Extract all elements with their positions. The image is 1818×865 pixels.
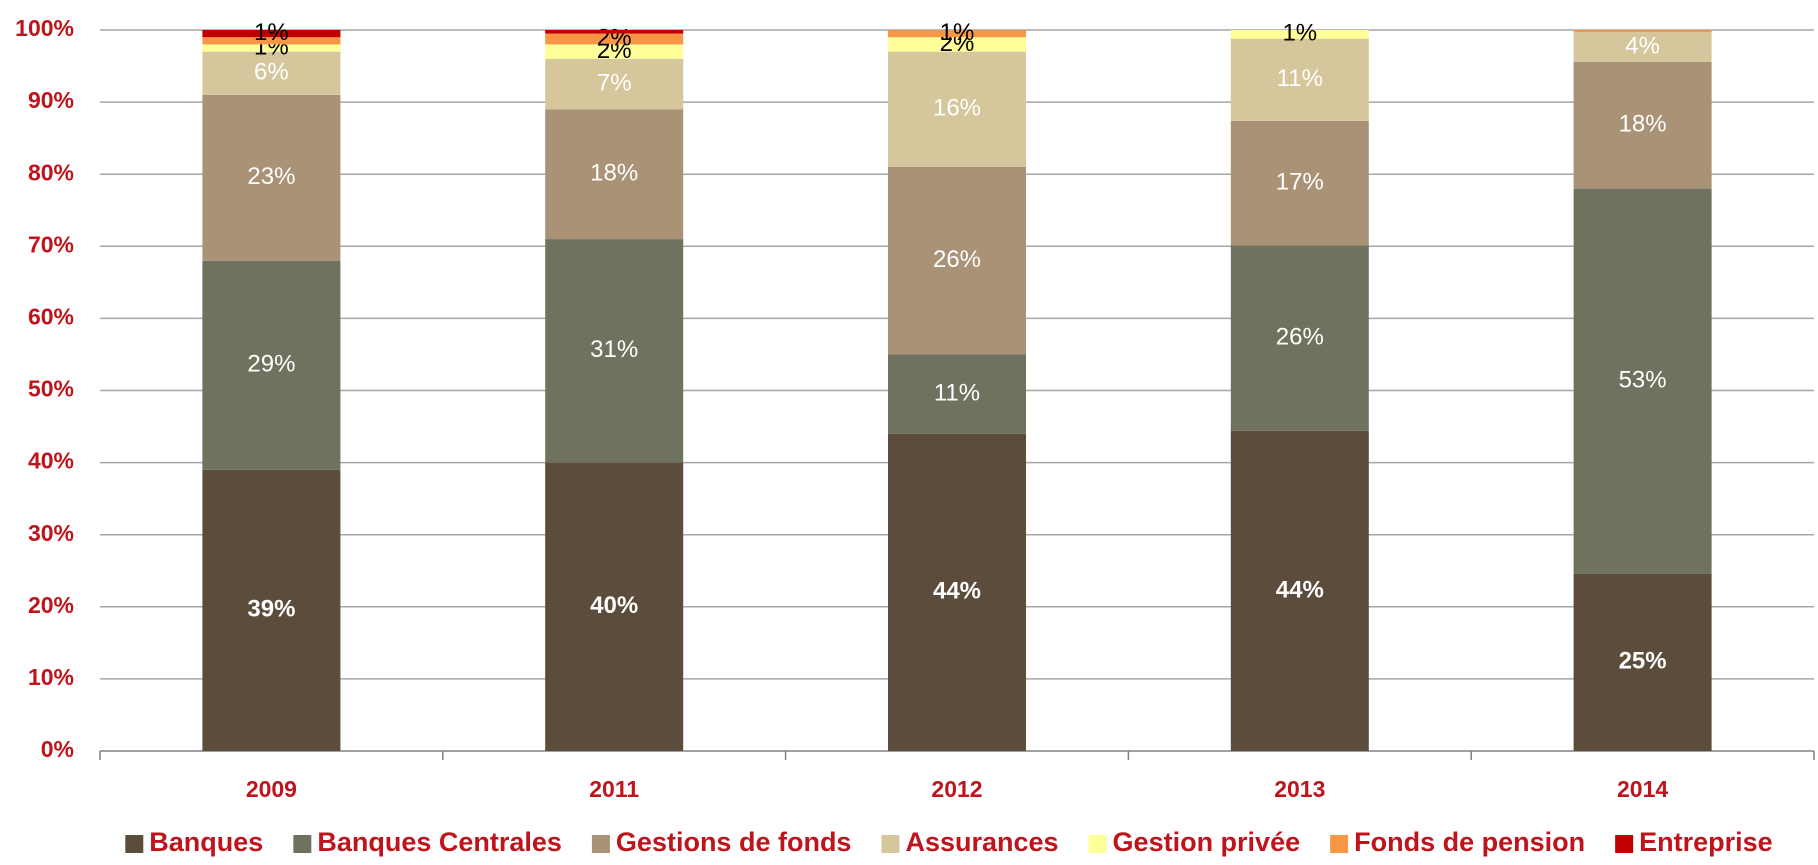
- bar-segment: [1573, 573, 1712, 751]
- bar-segment: [888, 51, 1026, 167]
- y-tick-label: 40%: [28, 448, 74, 474]
- data-label: 53%: [1619, 366, 1667, 393]
- legend-label: Banques Centrales: [317, 827, 562, 857]
- y-tick-label: 60%: [28, 303, 74, 329]
- bar-segment: [1573, 188, 1712, 574]
- x-tick-label: 2014: [1617, 776, 1668, 802]
- bar-segment: [545, 44, 684, 59]
- data-label: 7%: [597, 69, 632, 96]
- y-tick-label: 90%: [28, 87, 74, 113]
- legend-swatch: [125, 835, 144, 853]
- x-tick-label: 2009: [246, 776, 297, 802]
- legend-swatch: [1615, 835, 1634, 853]
- bar-segment: [545, 239, 684, 463]
- legend-swatch: [591, 835, 610, 853]
- data-label: 25%: [1619, 648, 1667, 675]
- bar-segment: [545, 462, 684, 751]
- bar-segment: [888, 37, 1026, 52]
- bar-segment: [202, 44, 341, 52]
- bar-segment: [202, 469, 341, 751]
- x-tick-label: 2013: [1274, 776, 1325, 802]
- bar-segment: [545, 58, 684, 110]
- bar-segment: [1573, 32, 1712, 62]
- bar-segment: [202, 51, 341, 95]
- y-tick-label: 80%: [28, 159, 74, 185]
- bar-segment: [202, 37, 341, 45]
- bar-segment: [888, 433, 1026, 751]
- data-label: 18%: [590, 160, 638, 187]
- legend-label: Gestions de fonds: [616, 827, 852, 857]
- y-tick-label: 0%: [41, 736, 74, 762]
- legend-label: Gestion privée: [1113, 827, 1301, 857]
- bar-segment: [1230, 30, 1369, 39]
- bar-segment: [888, 30, 1026, 38]
- legend-label: Fonds de pension: [1354, 827, 1585, 857]
- bar-segment: [1573, 30, 1712, 33]
- bar-segment: [202, 30, 341, 38]
- data-label: 40%: [590, 592, 638, 619]
- y-tick-label: 20%: [28, 592, 74, 618]
- bar-segment: [545, 109, 684, 240]
- bar-segment: [545, 30, 684, 34]
- y-tick-label: 70%: [28, 231, 74, 257]
- data-label: 11%: [934, 379, 980, 406]
- data-label: 18%: [1619, 111, 1667, 138]
- bar-segment: [202, 260, 341, 470]
- data-label: 44%: [1276, 576, 1324, 603]
- data-label: 6%: [254, 59, 289, 86]
- data-label: 11%: [1277, 65, 1323, 92]
- data-label: 17%: [1276, 169, 1324, 196]
- data-label: 1%: [940, 19, 975, 46]
- bar-segment: [1230, 38, 1369, 121]
- legend-swatch: [293, 835, 312, 853]
- legend-swatch: [1088, 835, 1107, 853]
- bar-segment: [1573, 61, 1712, 189]
- y-tick-label: 10%: [28, 664, 74, 690]
- bar-segment: [545, 33, 684, 45]
- data-label: 29%: [247, 351, 295, 378]
- bar-segment: [1230, 430, 1369, 751]
- legend-swatch: [881, 835, 900, 853]
- data-label: 16%: [933, 95, 981, 122]
- data-label: 39%: [247, 596, 295, 623]
- legend-label: Banques: [149, 827, 263, 857]
- legend-swatch: [1330, 835, 1349, 853]
- data-label: 26%: [1276, 324, 1324, 351]
- data-label: 26%: [933, 246, 981, 273]
- data-label: 44%: [933, 578, 981, 605]
- legend-label: Assurances: [905, 827, 1058, 857]
- data-label: 31%: [590, 336, 638, 363]
- data-label: 4%: [1625, 32, 1660, 59]
- y-tick-label: 50%: [28, 376, 74, 402]
- data-label: 1%: [254, 19, 289, 46]
- y-tick-label: 100%: [15, 15, 74, 41]
- bar-segment: [202, 94, 341, 261]
- x-tick-label: 2011: [589, 776, 639, 802]
- bar-segment: [1230, 120, 1369, 246]
- x-tick-label: 2012: [931, 776, 982, 802]
- bar-segment: [888, 354, 1026, 434]
- data-label: 23%: [247, 163, 295, 190]
- bar-segment: [888, 166, 1026, 355]
- data-label: 2%: [597, 24, 632, 51]
- bar-segment: [1230, 245, 1369, 431]
- y-tick-label: 30%: [28, 520, 74, 546]
- data-label: 1%: [1282, 20, 1317, 47]
- legend-label: Entreprise: [1639, 827, 1773, 857]
